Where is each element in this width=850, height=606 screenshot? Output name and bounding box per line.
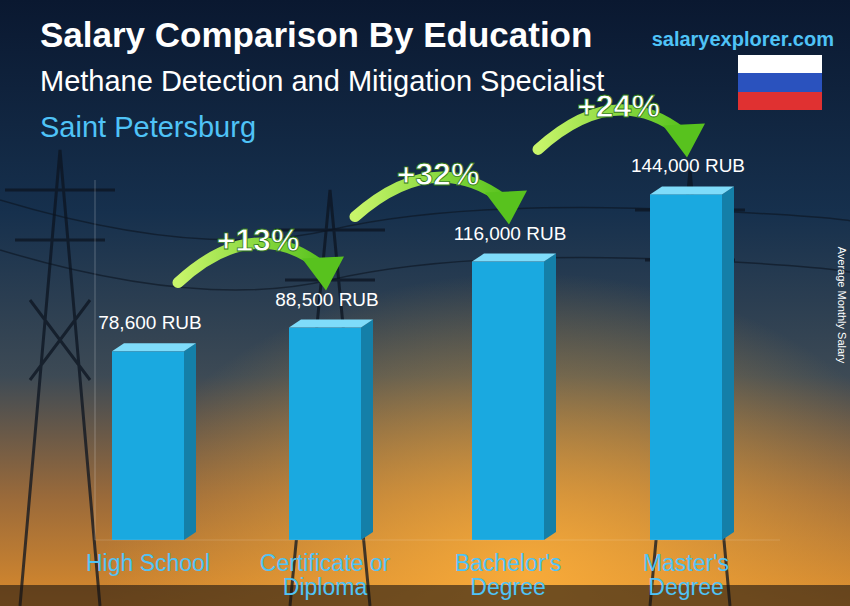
flag-blue	[738, 73, 822, 92]
bar-top	[112, 343, 196, 351]
background-glow	[0, 0, 850, 606]
y-axis	[95, 180, 96, 540]
data-label: 116,000 RUB	[454, 223, 567, 244]
x-tick-label: Master'sDegree	[643, 550, 729, 600]
x-tick-label: Bachelor'sDegree	[455, 550, 562, 600]
bar	[650, 194, 722, 540]
background	[0, 0, 850, 606]
flag-red	[738, 92, 822, 110]
bar-side	[722, 186, 734, 540]
pylon	[5, 150, 115, 606]
arrow-head	[302, 257, 344, 291]
bar	[472, 262, 544, 540]
bar-group	[650, 186, 734, 540]
y-axis-label: Average Monthly Salary	[836, 247, 848, 364]
location: Saint Petersburg	[40, 111, 256, 143]
x-tick-label: Certificate orDiploma	[260, 550, 391, 600]
growth-label: +24%	[577, 88, 660, 124]
baseline	[95, 540, 780, 541]
chart: Salary Comparison By Education Methane De…	[0, 0, 850, 606]
bars	[112, 186, 734, 540]
title: Salary Comparison By Education	[40, 15, 592, 54]
subtitle: Methane Detection and Mitigation Special…	[40, 65, 604, 97]
bar-group	[112, 343, 196, 540]
bar-top	[650, 186, 734, 194]
arrow-head	[485, 191, 527, 225]
bar-side	[184, 343, 196, 540]
x-tick-label: High School	[86, 550, 210, 576]
bar-top	[289, 320, 373, 328]
flag-white	[738, 55, 822, 73]
pylons	[5, 150, 745, 606]
source: salaryexplorer.com	[652, 28, 834, 50]
data-label: 144,000 RUB	[631, 155, 745, 176]
growth-label: +13%	[217, 222, 300, 258]
flag	[738, 55, 822, 110]
bar	[112, 351, 184, 540]
arrow-head	[663, 123, 705, 157]
bar-side	[544, 254, 556, 540]
pylon	[635, 170, 745, 606]
bar-side	[361, 320, 373, 540]
data-label: 78,600 RUB	[98, 312, 202, 333]
bar	[289, 328, 361, 540]
growth-label: +32%	[397, 156, 480, 192]
data-label: 88,500 RUB	[275, 289, 379, 310]
bar-top	[472, 254, 556, 262]
bar-group	[289, 320, 373, 540]
bar-group	[472, 254, 556, 540]
